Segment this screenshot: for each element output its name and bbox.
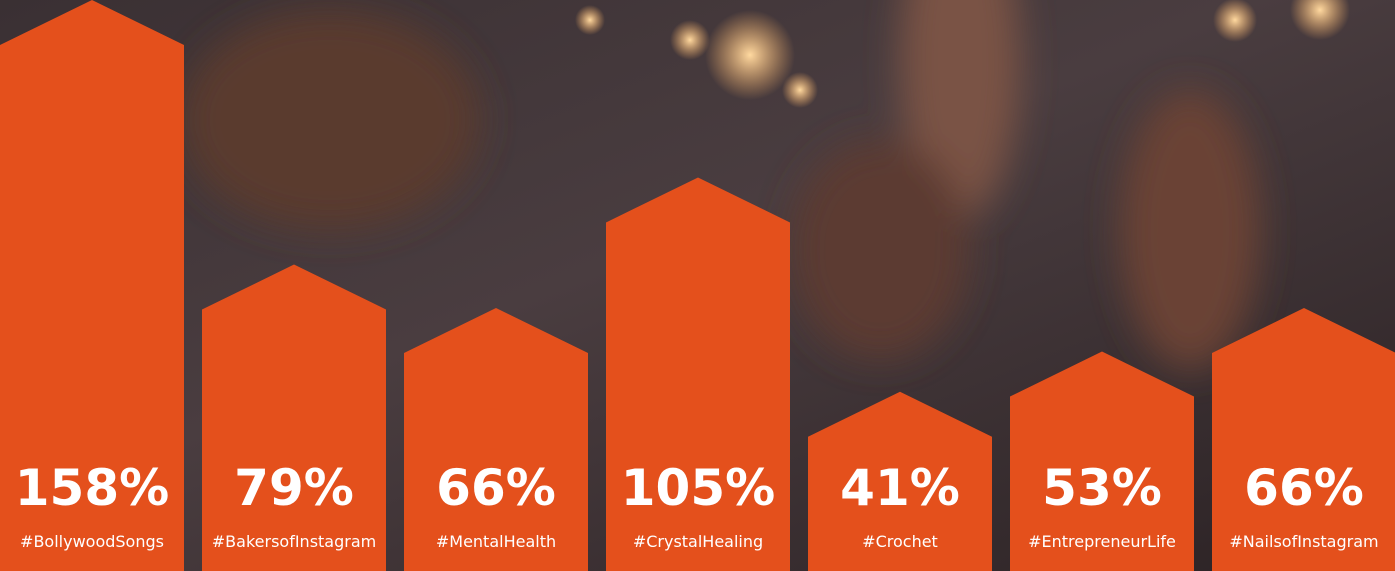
category-label: #EntrepreneurLife	[1028, 532, 1176, 551]
category-label: #NailsofInstagram	[1229, 532, 1378, 551]
category-label: #CrystalHealing	[633, 532, 763, 551]
category-label: #BollywoodSongs	[20, 532, 164, 551]
page: 158% #BollywoodSongs 79% #BakersofInstagram…	[0, 0, 1395, 571]
category-label: #MentalHealth	[436, 532, 556, 551]
chart: 158% #BollywoodSongs 79% #BakersofInstagram…	[0, 0, 1395, 571]
bar	[202, 265, 386, 571]
category-label: #BakersofInstagram	[212, 532, 376, 551]
value-label: 41%	[840, 459, 960, 517]
value-label: 79%	[234, 459, 354, 517]
value-label: 105%	[621, 459, 775, 517]
value-label: 158%	[15, 459, 169, 517]
value-label: 53%	[1042, 459, 1162, 517]
category-label: #Crochet	[862, 532, 938, 551]
value-label: 66%	[436, 459, 556, 517]
value-label: 66%	[1244, 459, 1364, 517]
